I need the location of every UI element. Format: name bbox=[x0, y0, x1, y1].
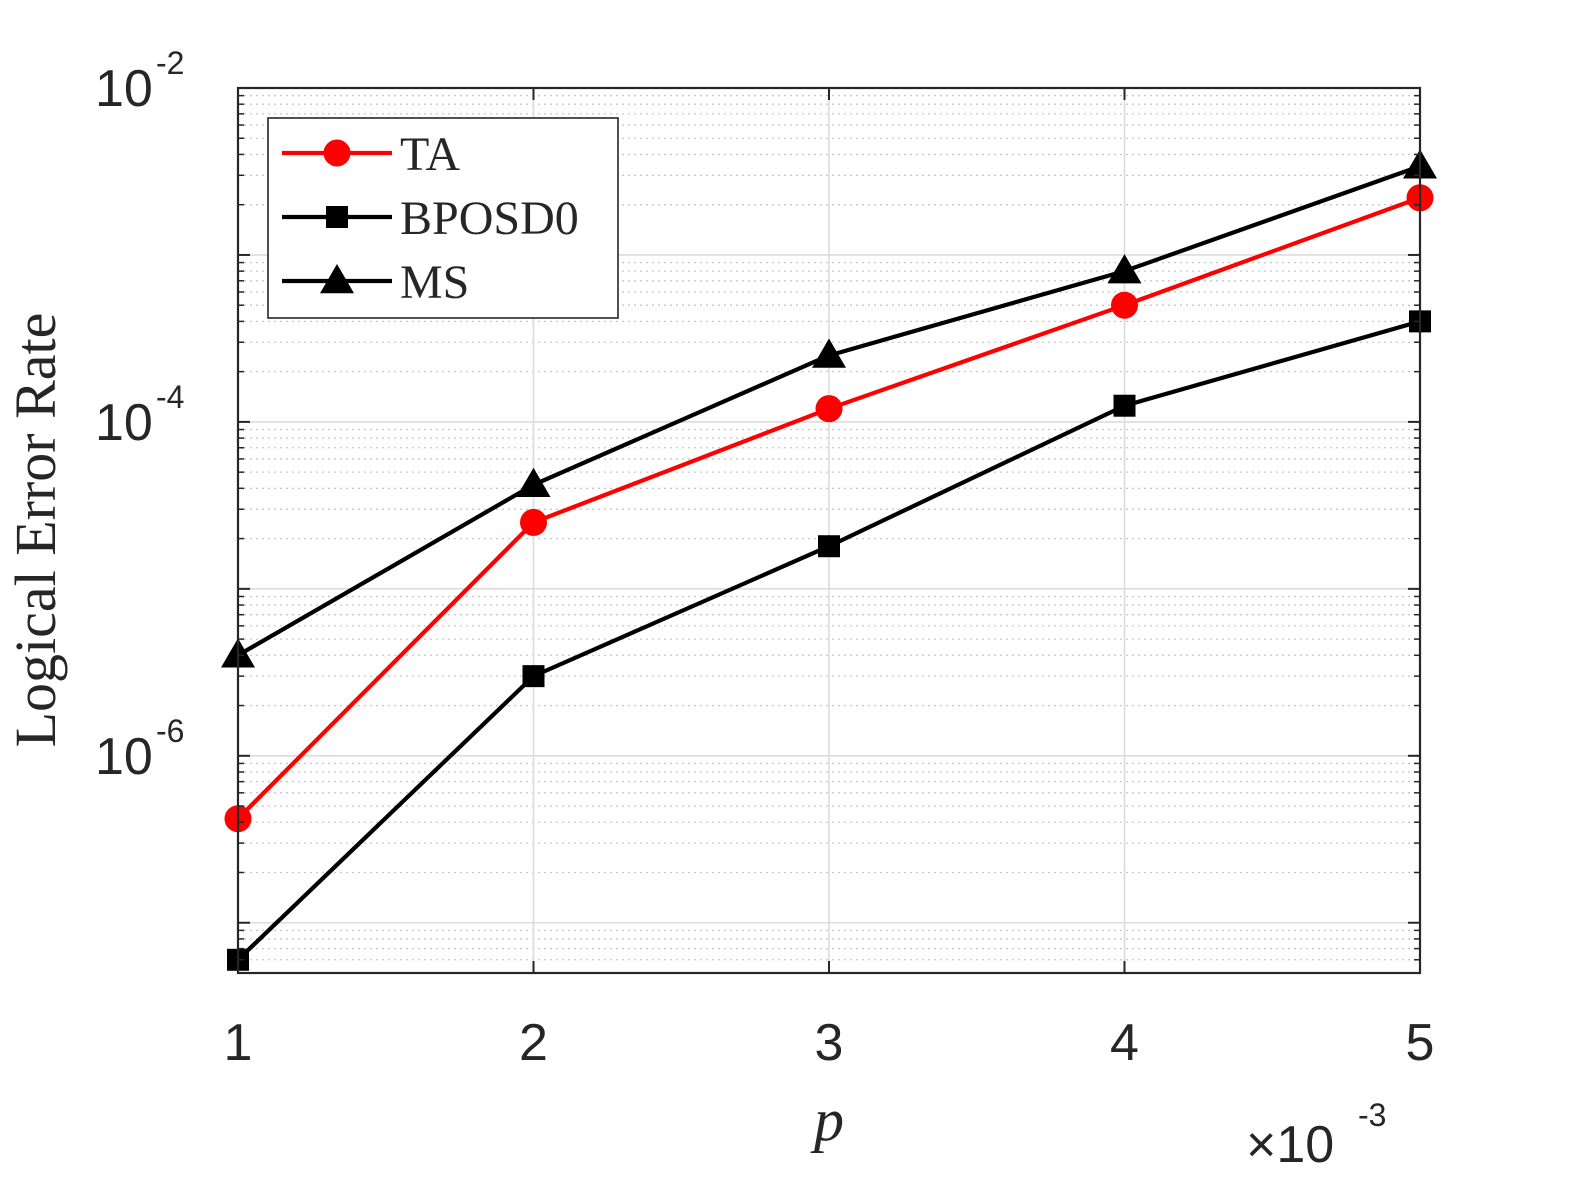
y-tick-label: 10 -6 bbox=[95, 713, 184, 786]
series-ms-point bbox=[1107, 254, 1142, 284]
y-axis-label: Logical Error Rate bbox=[3, 313, 68, 748]
y-tick-labels: 10-210-410-6 bbox=[95, 45, 184, 786]
legend-marker-ms bbox=[320, 264, 354, 294]
x-tick-label: 4 bbox=[1110, 1014, 1139, 1072]
y-tick-label-exponent: -6 bbox=[156, 713, 184, 749]
series-bposd0-point bbox=[1113, 394, 1136, 417]
legend-label-bposd0: BPOSD0 bbox=[400, 192, 579, 245]
series-ta-point bbox=[520, 508, 547, 536]
series-bposd0-point bbox=[818, 535, 840, 558]
series-ms-point bbox=[516, 467, 551, 498]
series-ms-point bbox=[812, 338, 846, 368]
legend-item-bposd0: BPOSD0 bbox=[282, 192, 579, 245]
y-tick-label-base: 10 bbox=[95, 60, 153, 118]
x-axis-multiplier: ×10 -3 bbox=[1246, 1097, 1386, 1174]
x-axis-multiplier-base: ×10 bbox=[1246, 1116, 1334, 1174]
y-tick-label-exponent: -2 bbox=[156, 45, 184, 81]
legend-marker-bposd0 bbox=[326, 206, 348, 228]
minor-gridlines bbox=[238, 94, 1420, 974]
x-axis-multiplier-exponent: -3 bbox=[1358, 1097, 1386, 1133]
series-ta-point bbox=[1111, 291, 1138, 319]
x-tick-label: 2 bbox=[519, 1014, 548, 1072]
series-ta-point bbox=[815, 395, 843, 423]
x-tick-label: 1 bbox=[224, 1014, 253, 1072]
y-tick-label: 10 -2 bbox=[95, 45, 184, 118]
y-tick-label-base: 10 bbox=[95, 394, 153, 452]
series-bposd0 bbox=[227, 310, 1431, 971]
series-bposd0-point bbox=[522, 665, 545, 688]
legend-item-ms: MS bbox=[282, 256, 469, 309]
y-tick-label-base: 10 bbox=[95, 728, 153, 786]
y-tick-label-exponent: -4 bbox=[156, 379, 184, 415]
x-tick-label: 3 bbox=[815, 1014, 844, 1072]
y-tick-label: 10 -4 bbox=[95, 379, 184, 452]
legend-label-ta: TA bbox=[400, 128, 460, 181]
tick-marks bbox=[237, 87, 1421, 974]
legend-item-ta: TA bbox=[282, 128, 460, 181]
legend-marker-ta bbox=[323, 139, 351, 167]
x-axis-label: p bbox=[810, 1087, 844, 1153]
x-tick-label: 5 bbox=[1406, 1014, 1435, 1072]
legend: TA BPOSD0 MS bbox=[267, 117, 619, 319]
series-layer bbox=[221, 149, 1437, 971]
x-tick-labels: 1 2 3 4 5 bbox=[224, 1014, 1435, 1072]
legend-label-ms: MS bbox=[400, 256, 469, 309]
